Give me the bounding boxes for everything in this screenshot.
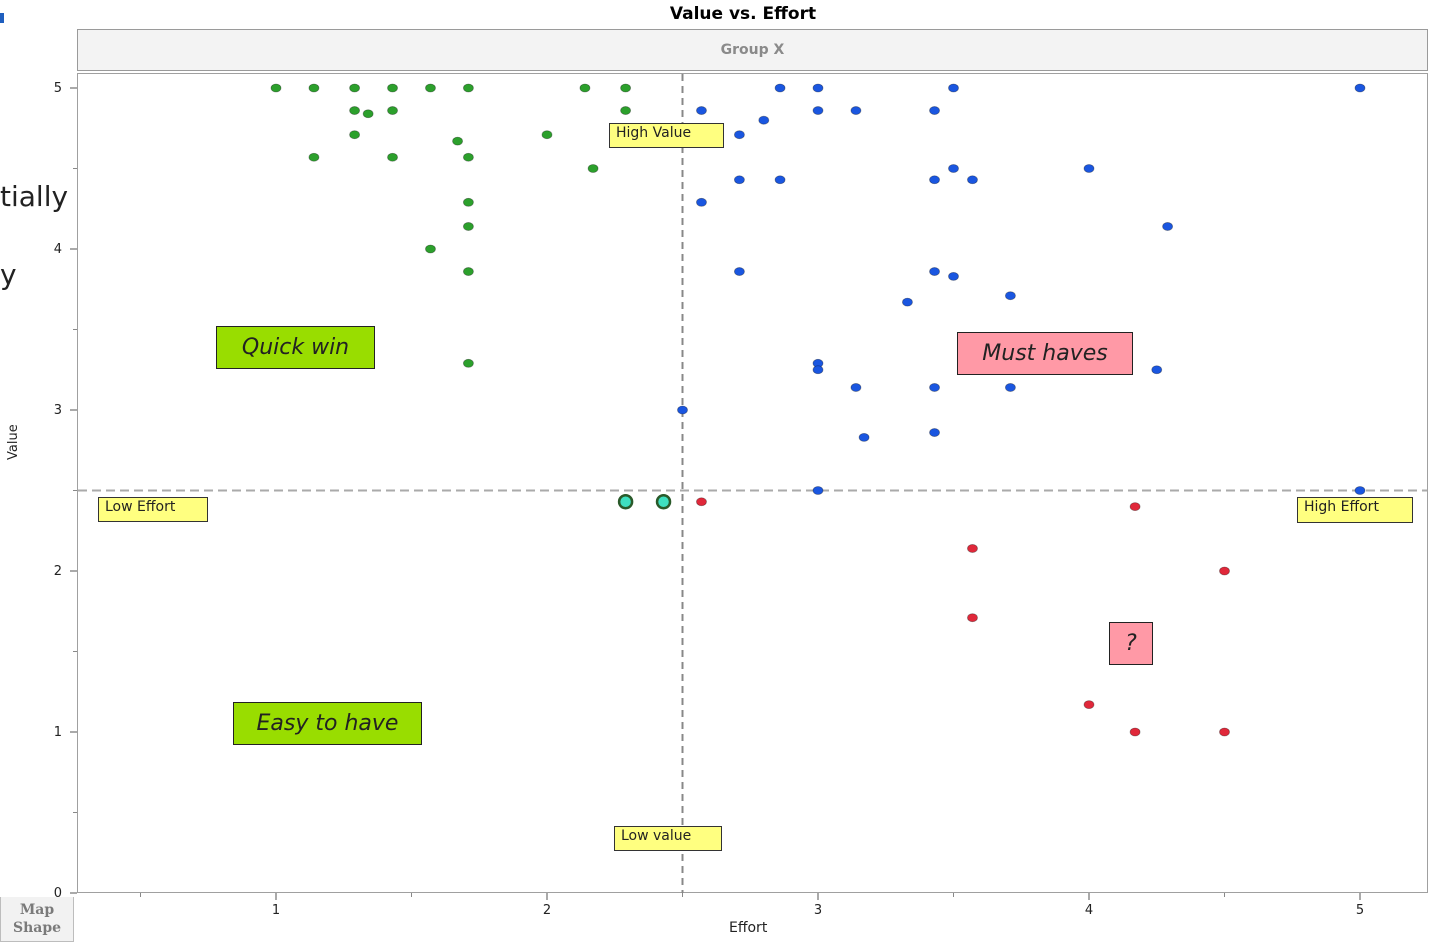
data-point-green bbox=[349, 83, 360, 93]
y-tick-label: 5 bbox=[54, 81, 62, 96]
x-tick-label: 2 bbox=[543, 903, 551, 918]
data-point-blue bbox=[774, 175, 786, 185]
data-point-blue bbox=[696, 106, 707, 115]
chart-title: Value vs. Effort bbox=[669, 4, 817, 24]
data-point-blue bbox=[812, 83, 824, 93]
data-point-green bbox=[587, 164, 599, 173]
x-tick-label: 3 bbox=[814, 903, 822, 918]
data-point-teal bbox=[655, 494, 672, 510]
data-point-blue bbox=[1005, 383, 1016, 392]
data-point-red bbox=[696, 497, 707, 507]
must-haves-label: Must haves bbox=[957, 332, 1133, 375]
data-point-green bbox=[620, 83, 631, 93]
data-point-blue bbox=[696, 197, 707, 207]
map-label: Map bbox=[19, 902, 55, 918]
data-point-green bbox=[463, 358, 474, 368]
data-point-blue bbox=[1354, 83, 1366, 93]
x-tick-label: 1 bbox=[272, 903, 280, 918]
data-point-blue bbox=[734, 267, 745, 276]
data-point-green bbox=[463, 197, 474, 207]
question-label: ? bbox=[1109, 622, 1153, 665]
data-point-red bbox=[1219, 727, 1230, 737]
data-point-green bbox=[349, 106, 360, 115]
data-point-blue bbox=[967, 175, 978, 185]
data-point-blue bbox=[929, 267, 940, 276]
quick-win-label: Quick win bbox=[216, 326, 375, 369]
data-point-green bbox=[308, 152, 320, 162]
low-value-label: Low value bbox=[614, 826, 722, 851]
data-point-green bbox=[452, 136, 463, 146]
data-point-blue bbox=[734, 175, 745, 185]
data-point-green bbox=[387, 106, 398, 115]
data-point-blue bbox=[858, 432, 870, 442]
y-tick-label: 0 bbox=[54, 886, 62, 901]
data-point-blue bbox=[902, 297, 913, 307]
data-point-green bbox=[387, 83, 398, 93]
data-point-green bbox=[349, 130, 360, 140]
data-point-blue bbox=[929, 428, 940, 437]
data-point-blue bbox=[1151, 365, 1163, 375]
data-point-green bbox=[463, 152, 474, 162]
data-point-red bbox=[1129, 502, 1141, 512]
y-tick-label: 1 bbox=[54, 725, 62, 740]
data-point-red bbox=[967, 613, 978, 623]
data-point-blue bbox=[948, 271, 959, 281]
data-point-blue bbox=[850, 383, 862, 392]
data-point-blue bbox=[812, 365, 824, 375]
y-axis-label: Value bbox=[6, 424, 21, 460]
data-point-green bbox=[308, 83, 320, 93]
x-tick-label: 5 bbox=[1356, 903, 1364, 918]
data-point-blue bbox=[1354, 486, 1366, 495]
corner-mark bbox=[0, 13, 4, 23]
data-point-blue bbox=[812, 106, 824, 115]
data-point-blue bbox=[929, 106, 940, 115]
data-point-blue bbox=[929, 175, 940, 185]
data-point-blue bbox=[1162, 222, 1173, 231]
x-tick-label: 4 bbox=[1085, 903, 1093, 918]
data-point-green bbox=[620, 106, 631, 115]
high-value-label: High Value bbox=[609, 123, 724, 148]
plot-frame[interactable] bbox=[77, 73, 1428, 893]
data-point-green bbox=[425, 83, 436, 93]
partial-text-line1: tially bbox=[0, 180, 69, 213]
data-point-blue bbox=[734, 130, 745, 140]
data-point-green bbox=[463, 222, 474, 231]
map-shape-panel[interactable]: Map Shape bbox=[0, 897, 74, 942]
data-point-blue bbox=[1083, 164, 1095, 173]
data-point-green bbox=[463, 83, 474, 93]
data-point-blue bbox=[948, 164, 959, 173]
data-point-green bbox=[425, 244, 436, 254]
data-point-green bbox=[387, 152, 398, 162]
data-point-blue bbox=[1005, 291, 1016, 301]
data-point-blue bbox=[774, 83, 786, 93]
high-effort-label: High Effort bbox=[1297, 497, 1413, 523]
x-axis-label: Effort bbox=[729, 920, 768, 936]
data-point-blue bbox=[850, 106, 862, 115]
data-point-red bbox=[1219, 566, 1230, 576]
partial-text-line2: y bbox=[0, 258, 17, 291]
easy-to-have-label: Easy to have bbox=[233, 702, 422, 745]
data-point-green bbox=[270, 83, 282, 93]
data-point-teal bbox=[617, 494, 634, 510]
data-point-green bbox=[541, 130, 553, 140]
data-point-blue bbox=[929, 383, 940, 392]
group-header[interactable]: Group X bbox=[77, 29, 1428, 71]
data-point-green bbox=[362, 109, 374, 119]
data-point-green bbox=[579, 83, 591, 93]
data-point-blue bbox=[677, 405, 688, 415]
data-point-red bbox=[967, 544, 978, 553]
y-tick-label: 4 bbox=[54, 242, 62, 257]
data-point-green bbox=[463, 267, 474, 276]
data-point-red bbox=[1129, 727, 1141, 737]
shape-label: Shape bbox=[12, 920, 62, 936]
data-point-blue bbox=[758, 115, 770, 125]
low-effort-label: Low Effort bbox=[98, 497, 208, 522]
y-tick-label: 2 bbox=[54, 564, 62, 579]
data-point-red bbox=[1083, 700, 1095, 710]
data-point-blue bbox=[948, 83, 959, 93]
y-tick-label: 3 bbox=[54, 403, 62, 418]
data-point-blue bbox=[812, 486, 824, 495]
